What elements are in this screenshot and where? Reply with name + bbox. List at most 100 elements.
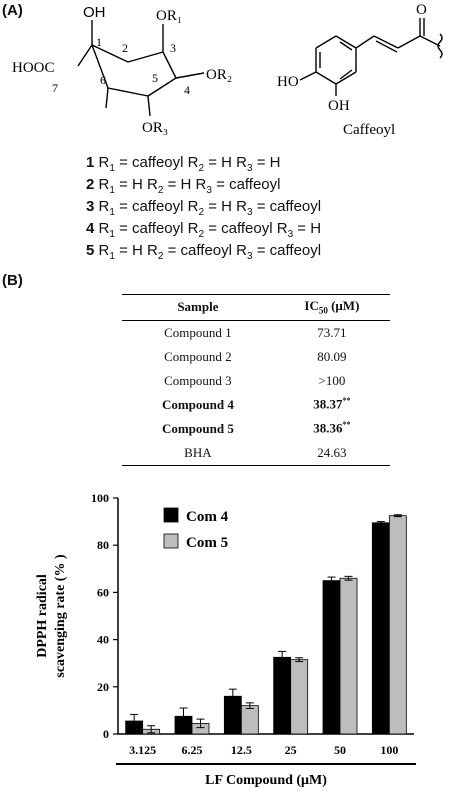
r-sub: 3 [206, 185, 212, 196]
ic50-cell: 38.37** [274, 393, 390, 417]
compound-row: 4 R1 = caffeoyl R2 = caffeoyl R3 = H [86, 220, 322, 240]
r-sub: 2 [157, 185, 164, 196]
label-hooc: HOOC [12, 60, 55, 76]
r-sub: 3 [246, 163, 253, 174]
compound-number: 2 [86, 176, 99, 193]
x-tick-label: 50 [334, 743, 346, 757]
r1-value: caffeoyl [132, 220, 184, 237]
x-tick-label: 100 [380, 743, 398, 757]
atom-num-1: 1 [96, 35, 102, 49]
atom-num-6: 6 [100, 73, 106, 87]
bar-com5 [388, 515, 407, 735]
col-header-sample: Sample [122, 294, 274, 321]
atom-num-3: 3 [170, 41, 176, 55]
dpph-bar-chart: 0 20 40 60 80 100 3.125 6.25 12.5 25 50 100 LF Compo… [35, 491, 416, 788]
r2-value: H [221, 198, 232, 215]
r-sub: 1 [109, 185, 115, 196]
ic50-value: 80.09 [317, 348, 347, 364]
sample-cell: BHA [122, 440, 274, 466]
r-sub: 2 [198, 207, 205, 218]
ic50-cell: 38.36** [274, 417, 390, 441]
r3-value: caffeoyl [269, 198, 322, 215]
atom-num-2: 2 [122, 41, 128, 55]
r2-value: H [180, 176, 192, 193]
bar-com4 [273, 656, 292, 735]
r1-value: caffeoyl [132, 198, 184, 215]
caffeoyl-name: Caffeoyl [343, 122, 395, 138]
y-tick-label: 20 [97, 680, 109, 694]
significance-marker: ** [342, 396, 351, 406]
bar-com5 [240, 705, 259, 735]
significance-marker: ** [342, 420, 351, 430]
sample-cell: Compound 3 [164, 372, 232, 388]
table-body: Compound 1 73.71 Compound 2 80.09 Compound 3… [122, 320, 390, 466]
r-sub: 1 [109, 207, 115, 218]
r1-value: caffeoyl [132, 154, 184, 171]
x-tick-label: 12.5 [231, 743, 252, 757]
col-header-ic50: IC50 (μM) [273, 294, 390, 321]
ic50-table: Sample IC50 (μM) Compound 1 73.71 Compound… [122, 294, 390, 466]
caffeoyl-label-ho: HO [277, 74, 299, 90]
bar-com5 [290, 659, 309, 735]
table-row: Compound 3 >100 [122, 369, 390, 393]
ic50-value: 38.36 [313, 420, 343, 436]
bar-com4 [371, 522, 390, 735]
r-sub: 1 [109, 251, 115, 262]
bar-com4 [322, 580, 341, 735]
x-axis-label: LF Compound (μM) [205, 773, 327, 788]
legend-swatch [163, 507, 179, 523]
sample-cell: Compound 2 [164, 348, 232, 364]
caffeoyl-label-o: O [416, 2, 427, 18]
atom-num-4: 4 [184, 83, 190, 97]
sample-cell: Compound 4 [161, 396, 234, 412]
y-axis-label-line2: scavenging rate (% ) [53, 554, 68, 678]
r-sub: 2 [157, 251, 164, 262]
table-row: Compound 1 73.71 [122, 320, 390, 345]
ic50-cell: 73.71 [274, 320, 390, 345]
atom-num-5: 5 [152, 71, 158, 85]
label-or3: OR₃ [142, 120, 168, 136]
ic50-value: 73.71 [317, 324, 347, 340]
compound-number: 4 [86, 220, 99, 237]
r1-value: H [132, 176, 143, 193]
atom-num-7: 7 [52, 81, 58, 95]
label-or2: OR₂ [206, 67, 232, 83]
legend-label: Com 4 [186, 509, 229, 525]
compound-row: 1 R1 = caffeoyl R2 = H R3 = H [86, 154, 281, 174]
y-tick-label: 0 [103, 727, 109, 741]
sample-cell: Compound 1 [164, 324, 232, 340]
r3-value: caffeoyl [269, 242, 322, 259]
r3-value: H [269, 154, 281, 171]
y-tick-label: 60 [97, 585, 109, 599]
compound-number: 5 [86, 242, 99, 259]
r-sub: 2 [198, 163, 205, 174]
r-sub: 3 [287, 229, 294, 240]
caffeoyl-label-oh: OH [328, 98, 350, 114]
table-row: BHA 24.63 [122, 440, 390, 466]
compound-row: 2 R1 = H R2 = H R3 = caffeoyl [86, 176, 281, 196]
r-sub: 3 [246, 251, 253, 262]
r3-value: caffeoyl [229, 176, 281, 193]
quinic-acid-bonds [77, 18, 443, 117]
quinic-acid-structure: OH OR₁ HOOC OR₂ OR₃ 1 2 3 4 5 6 7 HO OH … [12, 2, 443, 138]
panel-a-label: (A) [2, 2, 23, 19]
table-row: Compound 4 38.37** [122, 393, 390, 417]
ic50-unit: (μM) [327, 298, 360, 313]
ic50-value: 24.63 [317, 444, 347, 460]
table-row: Compound 5 38.36** [122, 417, 390, 441]
r2-value: H [221, 154, 232, 171]
bar-com5 [339, 577, 358, 735]
y-axis-label-line1: DPPH radical [35, 574, 50, 658]
ic50-cell: 24.63 [273, 440, 390, 466]
ic50-cell: >100 [274, 369, 390, 393]
legend-label: Com 5 [186, 535, 228, 551]
ic50-cell: 80.09 [274, 345, 390, 369]
x-tick-label: 6.25 [182, 743, 203, 757]
y-tick-label: 100 [91, 491, 109, 505]
ic50-sub: 50 [318, 305, 328, 316]
legend-swatch [163, 533, 179, 549]
r-sub: 1 [109, 163, 115, 174]
r-sub: 1 [109, 229, 115, 240]
table-row: Compound 2 80.09 [122, 345, 390, 369]
